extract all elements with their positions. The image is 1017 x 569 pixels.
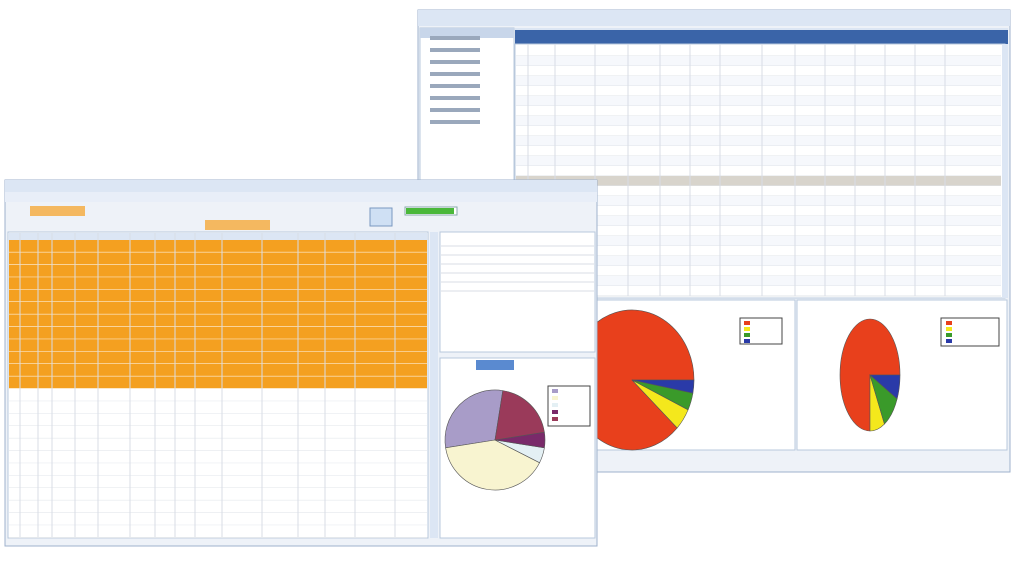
table-row (9, 401, 427, 414)
table-row (516, 286, 1001, 296)
progress-input (205, 220, 270, 230)
table-row (9, 426, 427, 439)
legend-swatch (744, 333, 750, 337)
back-rows (430, 36, 1001, 297)
table-row (516, 126, 1001, 136)
table-row (516, 226, 1001, 236)
table-row (516, 146, 1001, 156)
legend-swatch (946, 339, 952, 343)
table-row (516, 276, 1001, 286)
table-row (9, 512, 427, 526)
table-row (516, 236, 1001, 246)
progress-fill (406, 208, 454, 214)
table-row (516, 256, 1001, 266)
table-row (9, 302, 427, 315)
table-row (9, 475, 427, 488)
legend-swatch (552, 389, 558, 393)
query-button[interactable] (369, 207, 393, 227)
table-row (516, 96, 1001, 106)
table-row (9, 314, 427, 327)
legend-swatch (744, 339, 750, 343)
nav-item (430, 36, 480, 40)
table-row (9, 413, 427, 426)
table-row (9, 240, 427, 253)
pie-slice (444, 389, 504, 449)
table-row (9, 525, 427, 538)
legend-swatch (946, 333, 952, 337)
legend-swatch (552, 417, 558, 421)
table-row (516, 266, 1001, 276)
table-row (516, 176, 1001, 186)
table-row (9, 339, 427, 352)
pie-slice (631, 379, 695, 394)
front-titlebar (5, 180, 597, 192)
table-row (516, 196, 1001, 206)
back-titlebar (418, 10, 1010, 26)
chart-tab[interactable] (476, 360, 514, 370)
table-row (9, 264, 427, 278)
table-row (9, 252, 427, 265)
table-row (9, 277, 427, 290)
pie-slice (494, 390, 545, 441)
table-row (9, 376, 427, 389)
table-row (516, 166, 1001, 176)
table-row (9, 438, 427, 451)
nav-item (430, 120, 480, 124)
table-row (516, 216, 1001, 226)
nav-item (430, 96, 480, 100)
table-row (516, 76, 1001, 86)
table-row (516, 66, 1001, 76)
table-row (516, 116, 1001, 126)
table-row (9, 326, 427, 340)
legend-swatch (946, 327, 952, 331)
table-row (516, 106, 1001, 116)
legend-swatch (552, 403, 558, 407)
nav-item (430, 72, 480, 76)
nav-item (430, 84, 480, 88)
pie-slice (445, 439, 540, 491)
table-row (516, 46, 1001, 56)
table-row (516, 206, 1001, 216)
table-row (9, 364, 427, 377)
table-row (516, 86, 1001, 96)
table-header (9, 233, 427, 240)
legend-swatch (552, 396, 558, 400)
nav-item (430, 108, 480, 112)
table-row (516, 156, 1001, 166)
table-row (9, 388, 427, 402)
legend-swatch (946, 321, 952, 325)
table-row (516, 56, 1001, 66)
front-menubar (5, 192, 597, 202)
table-row (9, 450, 427, 464)
nav-item (430, 60, 480, 64)
summary-table (439, 231, 596, 353)
pie-slice (869, 374, 901, 400)
table-row (516, 246, 1001, 256)
table-row (9, 500, 427, 513)
table-row (9, 351, 427, 364)
date-input (30, 206, 85, 216)
table-row (9, 463, 427, 476)
nav-header (420, 28, 514, 38)
table-row (9, 488, 427, 501)
table-row (516, 136, 1001, 146)
table-row (516, 186, 1001, 196)
pie-slice (839, 318, 901, 432)
legend-swatch (744, 321, 750, 325)
scrollbar (430, 232, 438, 538)
front-rows (9, 233, 594, 539)
scrollbar (1002, 44, 1008, 298)
nav-item (430, 48, 480, 52)
legend-swatch (552, 410, 558, 414)
legend-swatch (744, 327, 750, 331)
table-row (9, 289, 427, 302)
path-bar (515, 30, 1008, 44)
